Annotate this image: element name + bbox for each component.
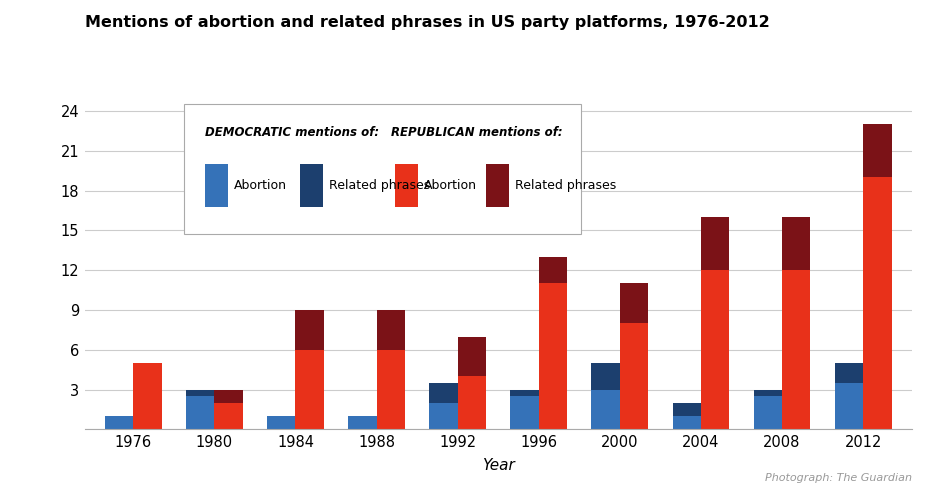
Bar — [835, 383, 863, 429]
Bar — [863, 177, 891, 429]
Bar — [510, 389, 539, 396]
Bar — [539, 284, 567, 429]
Text: DEMOCRATIC mentions of:: DEMOCRATIC mentions of: — [205, 126, 379, 139]
FancyBboxPatch shape — [486, 164, 509, 207]
Bar — [539, 257, 567, 284]
Bar — [782, 217, 810, 270]
Bar — [133, 363, 162, 429]
Bar — [377, 310, 405, 350]
Bar — [105, 416, 133, 429]
Bar — [863, 124, 891, 177]
Bar — [458, 337, 486, 376]
Text: Abortion: Abortion — [233, 179, 287, 192]
Text: Related phrases: Related phrases — [329, 179, 430, 192]
Bar — [295, 310, 324, 350]
X-axis label: Year: Year — [482, 458, 514, 473]
Bar — [701, 270, 729, 429]
Text: Photograph: The Guardian: Photograph: The Guardian — [765, 473, 912, 483]
Bar — [295, 350, 324, 429]
Bar — [267, 416, 295, 429]
Text: Related phrases: Related phrases — [515, 179, 616, 192]
Bar — [754, 389, 782, 396]
Text: Mentions of abortion and related phrases in US party platforms, 1976-2012: Mentions of abortion and related phrases… — [85, 15, 769, 30]
Bar — [591, 363, 619, 389]
Bar — [430, 383, 458, 403]
Text: REPUBLICAN mentions of:: REPUBLICAN mentions of: — [391, 126, 562, 139]
Bar — [186, 396, 214, 429]
Bar — [672, 403, 701, 416]
FancyBboxPatch shape — [184, 104, 581, 234]
Bar — [782, 270, 810, 429]
FancyBboxPatch shape — [300, 164, 322, 207]
Bar — [214, 389, 243, 403]
FancyBboxPatch shape — [205, 164, 227, 207]
Bar — [186, 389, 214, 396]
Bar — [619, 323, 649, 429]
Bar — [591, 389, 619, 429]
Bar — [510, 396, 539, 429]
Bar — [377, 350, 405, 429]
Bar — [701, 217, 729, 270]
Bar — [348, 416, 377, 429]
Bar — [754, 396, 782, 429]
Bar — [619, 284, 649, 323]
Bar — [672, 416, 701, 429]
Text: Abortion: Abortion — [424, 179, 477, 192]
Bar — [214, 403, 243, 429]
Bar — [458, 376, 486, 429]
FancyBboxPatch shape — [395, 164, 418, 207]
Bar — [835, 363, 863, 383]
Bar — [430, 403, 458, 429]
